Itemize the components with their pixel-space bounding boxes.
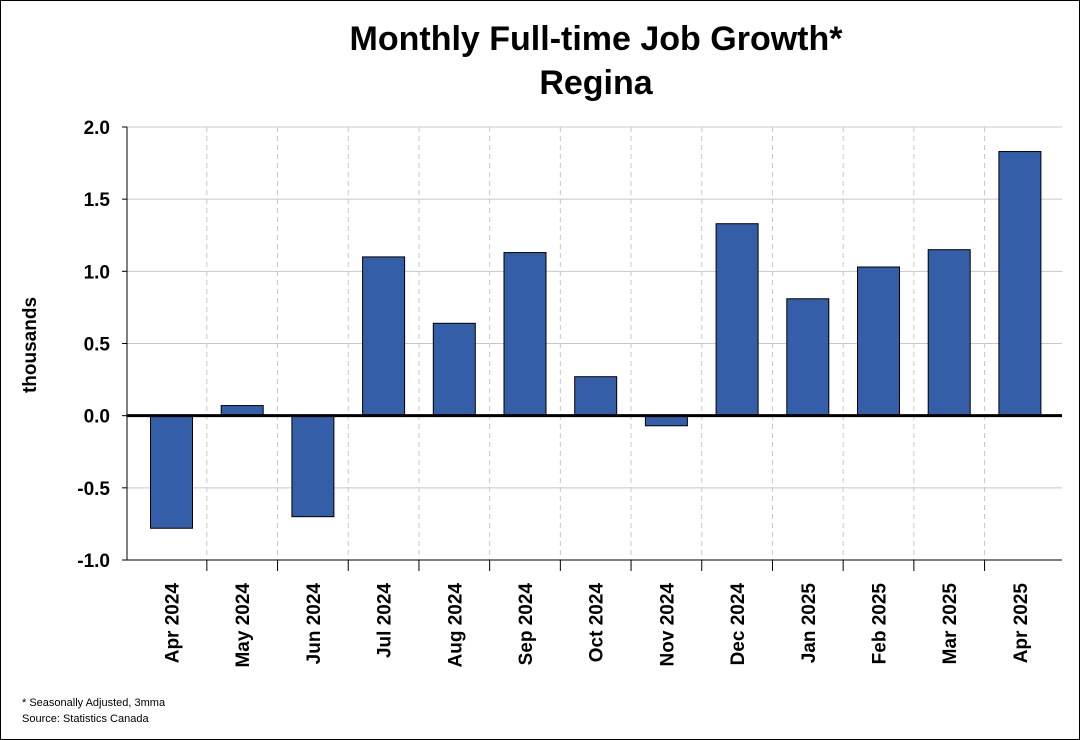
- x-tick-label: Mar 2025: [940, 583, 961, 665]
- y-tick-label: -1.0: [77, 551, 110, 572]
- x-tick-label: Jan 2025: [799, 583, 820, 664]
- chart-title-line-2: Regina: [539, 64, 653, 102]
- y-tick-label: 0.5: [84, 335, 111, 356]
- bar: [786, 298, 830, 417]
- x-tick-label: Oct 2024: [587, 583, 608, 663]
- x-tick-label: Apr 2025: [1011, 583, 1032, 664]
- footnote-seasonal: * Seasonally Adjusted, 3mma: [22, 697, 166, 709]
- x-tick-label: Sep 2024: [516, 583, 537, 666]
- y-tick-label: -0.5: [77, 479, 110, 500]
- x-tick-label: Aug 2024: [445, 583, 466, 668]
- bar: [927, 249, 971, 417]
- bar: [715, 223, 759, 417]
- x-tick-label: Dec 2024: [728, 583, 749, 666]
- bar: [432, 322, 476, 417]
- y-tick-label: 1.5: [84, 190, 111, 211]
- chart-title-line-1: Monthly Full-time Job Growth*: [350, 20, 844, 58]
- y-axis-title: thousands: [20, 297, 41, 393]
- bar: [362, 256, 406, 417]
- bar: [857, 266, 900, 417]
- x-tick-label: Jul 2024: [375, 583, 396, 658]
- x-tick-label: Apr 2024: [163, 583, 184, 664]
- footnote-source: Source: Statistics Canada: [22, 713, 149, 725]
- x-tick-label: May 2024: [233, 583, 254, 668]
- y-tick-label: 1.0: [84, 262, 110, 283]
- bar: [574, 376, 618, 417]
- bar: [503, 252, 547, 417]
- y-tick-label: 2.0: [84, 118, 110, 139]
- bar: [220, 405, 264, 417]
- x-tick-label: Jun 2024: [304, 583, 325, 665]
- bar: [291, 415, 335, 518]
- bar: [644, 415, 688, 427]
- x-tick-label: Feb 2025: [870, 583, 891, 665]
- y-tick-label: 0.0: [84, 407, 110, 428]
- bar: [150, 415, 193, 529]
- x-tick-label: Nov 2024: [657, 583, 678, 667]
- bar: [998, 151, 1042, 417]
